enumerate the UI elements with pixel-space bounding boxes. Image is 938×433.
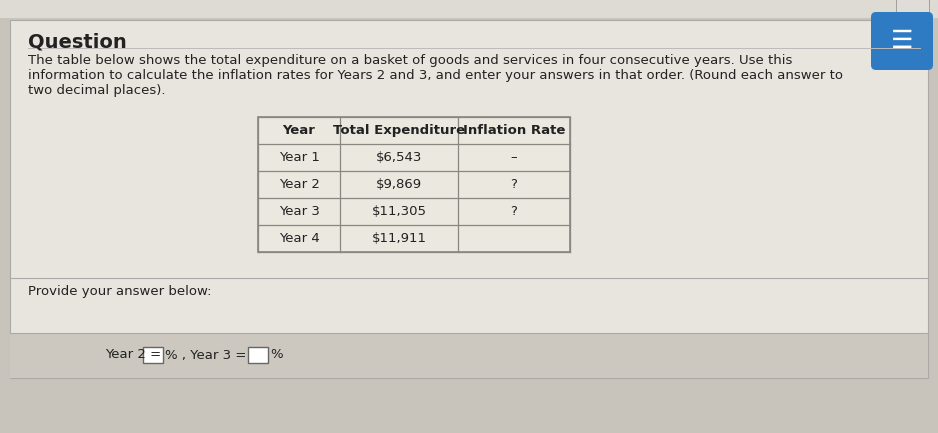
Text: ?: ? <box>510 178 518 191</box>
Bar <box>143 347 163 363</box>
Bar <box>258 117 570 252</box>
Text: $11,305: $11,305 <box>371 205 427 218</box>
Bar <box>248 347 268 363</box>
Text: Year: Year <box>282 124 315 137</box>
Text: ?: ? <box>510 205 518 218</box>
Text: Year 1: Year 1 <box>279 151 320 164</box>
Text: Year 4: Year 4 <box>279 232 319 245</box>
Text: % , Year 3 =: % , Year 3 = <box>165 349 247 362</box>
Bar <box>10 333 928 378</box>
Text: ☰: ☰ <box>891 29 914 53</box>
Text: Year 2 =: Year 2 = <box>105 349 161 362</box>
Text: Year 3: Year 3 <box>279 205 320 218</box>
Text: two decimal places).: two decimal places). <box>28 84 165 97</box>
Bar <box>0 0 938 18</box>
FancyBboxPatch shape <box>871 12 933 70</box>
Text: –: – <box>510 151 518 164</box>
Text: The table below shows the total expenditure on a basket of goods and services in: The table below shows the total expendit… <box>28 54 793 67</box>
Text: $11,911: $11,911 <box>371 232 427 245</box>
Bar <box>10 20 928 378</box>
Text: Year 2: Year 2 <box>279 178 320 191</box>
Text: %: % <box>270 349 282 362</box>
Text: Question: Question <box>28 33 127 52</box>
Text: $6,543: $6,543 <box>376 151 422 164</box>
Text: Inflation Rate: Inflation Rate <box>462 124 566 137</box>
Text: Total Expenditure: Total Expenditure <box>333 124 465 137</box>
Text: $9,869: $9,869 <box>376 178 422 191</box>
FancyBboxPatch shape <box>897 0 930 16</box>
Text: Provide your answer below:: Provide your answer below: <box>28 285 211 298</box>
Text: information to calculate the inflation rates for Years 2 and 3, and enter your a: information to calculate the inflation r… <box>28 69 843 82</box>
